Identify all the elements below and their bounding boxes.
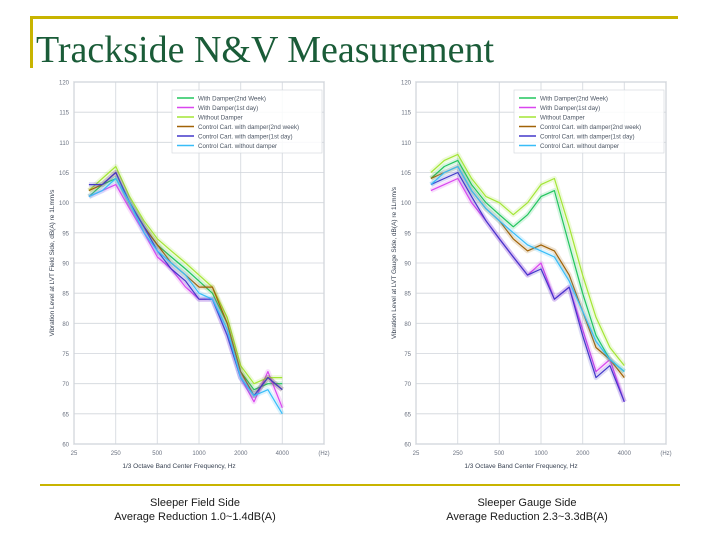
y-tick-label: 65 bbox=[62, 412, 69, 418]
legend-entry: Control Cart. without damper bbox=[540, 143, 619, 150]
y-tick-label: 80 bbox=[62, 322, 69, 328]
y-tick-label: 120 bbox=[59, 81, 70, 87]
series-line bbox=[88, 165, 283, 385]
series-line bbox=[430, 171, 625, 403]
x-axis-label: 1/3 Octave Band Center Frequency, Hz bbox=[464, 463, 577, 470]
series-line bbox=[430, 153, 625, 366]
legend-box bbox=[513, 89, 665, 154]
legend-entry: With Damper(1st day) bbox=[198, 105, 258, 112]
x-tick-label: 250 bbox=[111, 451, 122, 457]
y-tick-label: 70 bbox=[62, 382, 69, 388]
y-tick-label: 75 bbox=[404, 352, 411, 358]
x-axis-label: 1/3 Octave Band Center Frequency, Hz bbox=[122, 463, 235, 470]
y-tick-label: 100 bbox=[401, 201, 412, 207]
x-tick-label: 500 bbox=[152, 451, 163, 457]
y-tick-label: 60 bbox=[404, 443, 411, 449]
series-line bbox=[88, 177, 283, 415]
y-tick-label: 65 bbox=[404, 412, 411, 418]
x-tick-label: 4000 bbox=[276, 451, 290, 457]
legend-entry: Control Cart. without damper bbox=[198, 143, 277, 150]
legend-entry: With Damper(2nd Week) bbox=[198, 95, 266, 102]
x-tick-label: 25 bbox=[413, 451, 420, 457]
series-lines bbox=[429, 151, 627, 403]
y-axis-label: Vibration Level at LVT Field Side, dB(A)… bbox=[49, 189, 56, 336]
x-tick-label: 2000 bbox=[234, 451, 248, 457]
y-tick-label: 90 bbox=[404, 262, 411, 268]
x-tick-label: 2000 bbox=[576, 451, 590, 457]
y-tick-label: 85 bbox=[404, 292, 411, 298]
x-tick-label: 250 bbox=[453, 451, 464, 457]
series-line bbox=[88, 183, 283, 409]
y-tick-label: 115 bbox=[59, 111, 69, 117]
legend-entry: Control Cart. with damper(2nd week) bbox=[540, 124, 641, 131]
title-accent-rule-left bbox=[30, 16, 33, 68]
y-tick-label: 105 bbox=[59, 171, 70, 177]
x-tick-label: 25 bbox=[71, 451, 78, 457]
y-tick-label: 70 bbox=[404, 382, 411, 388]
y-tick-label: 100 bbox=[59, 201, 70, 207]
legend-entry: Control Cart. with damper(1st day) bbox=[540, 133, 635, 140]
y-tick-label: 60 bbox=[62, 443, 69, 449]
legend-entry: Without Damper bbox=[540, 114, 585, 121]
x-tick-label: (Hz) bbox=[660, 451, 671, 457]
caption-gauge-side-title: Sleeper Gauge Side bbox=[477, 497, 577, 509]
x-tick-label: 4000 bbox=[618, 451, 632, 457]
legend-entry: Control Cart. with damper(2nd week) bbox=[198, 124, 299, 131]
caption-field-side: Sleeper Field Side Average Reduction 1.0… bbox=[60, 496, 330, 524]
y-tick-label: 75 bbox=[62, 352, 69, 358]
legend-box bbox=[171, 89, 323, 154]
y-tick-label: 80 bbox=[404, 322, 411, 328]
y-tick-label: 90 bbox=[62, 262, 69, 268]
y-tick-label: 110 bbox=[59, 141, 69, 147]
x-tick-label: 1000 bbox=[534, 451, 548, 457]
y-tick-label: 95 bbox=[404, 231, 411, 237]
series-line bbox=[430, 159, 625, 373]
x-tick-label: 500 bbox=[494, 451, 505, 457]
y-tick-label: 110 bbox=[401, 141, 411, 147]
x-tick-label: 1000 bbox=[192, 451, 206, 457]
legend-entry: Without Damper bbox=[198, 114, 243, 121]
series-line bbox=[430, 165, 625, 373]
chart-legend: With Damper(2nd Week) With Damper(1st day… bbox=[171, 89, 323, 154]
y-tick-label: 120 bbox=[401, 81, 412, 87]
y-tick-label: 105 bbox=[401, 171, 412, 177]
caption-field-side-reduction: Average Reduction 1.0~1.4dB(A) bbox=[114, 511, 276, 523]
caption-gauge-side: Sleeper Gauge Side Average Reduction 2.3… bbox=[392, 496, 662, 524]
y-tick-label: 85 bbox=[62, 292, 69, 298]
series-lines bbox=[87, 164, 285, 416]
y-axis-label: Vibration Level at LVT Gauge Side, dB(A)… bbox=[391, 186, 398, 339]
caption-field-side-title: Sleeper Field Side bbox=[150, 497, 240, 509]
y-tick-label: 95 bbox=[62, 231, 69, 237]
title-accent-rule-top bbox=[30, 16, 678, 19]
x-tick-label: (Hz) bbox=[318, 451, 329, 457]
legend-entry: With Damper(1st day) bbox=[540, 105, 600, 112]
legend-entry: Control Cart. with damper(1st day) bbox=[198, 133, 293, 140]
footer-accent-rule bbox=[40, 484, 680, 486]
caption-gauge-side-reduction: Average Reduction 2.3~3.3dB(A) bbox=[446, 511, 608, 523]
y-tick-label: 115 bbox=[401, 111, 411, 117]
chart-legend: With Damper(2nd Week) With Damper(1st day… bbox=[513, 89, 665, 154]
slide-title: Trackside N&V Measurement bbox=[36, 29, 495, 71]
legend-entry: With Damper(2nd Week) bbox=[540, 95, 608, 102]
